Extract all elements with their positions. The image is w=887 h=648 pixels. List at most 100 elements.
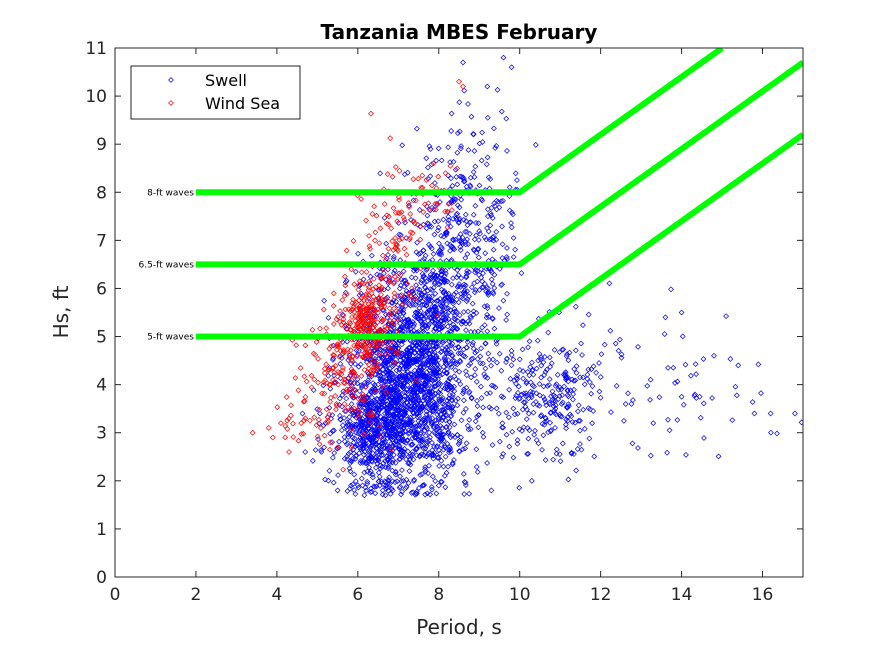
swell-point xyxy=(701,435,707,441)
swell-point xyxy=(437,199,443,205)
swell-point xyxy=(433,372,440,379)
swell-point xyxy=(355,425,362,432)
wind-sea-point xyxy=(372,322,379,329)
wind-sea-point xyxy=(333,406,339,413)
swell-point xyxy=(578,340,584,347)
wind-sea-point xyxy=(372,229,379,236)
swell-point xyxy=(344,488,351,495)
wind-sea-point xyxy=(355,282,362,289)
swell-point xyxy=(395,422,402,429)
swell-point xyxy=(484,114,491,121)
swell-point xyxy=(580,322,586,329)
swell-point xyxy=(442,453,449,460)
swell-point xyxy=(483,161,490,168)
swell-point xyxy=(572,347,579,354)
swell-point xyxy=(688,372,694,379)
swell-point xyxy=(448,243,455,250)
wind-sea-point xyxy=(386,278,392,284)
swell-point xyxy=(398,423,404,430)
wind-sea-point xyxy=(306,417,313,424)
swell-point xyxy=(431,231,438,238)
swell-point xyxy=(403,407,410,413)
swell-point xyxy=(397,338,404,344)
wind-sea-point xyxy=(385,343,392,350)
swell-point xyxy=(384,457,391,463)
swell-point xyxy=(526,338,533,345)
swell-point xyxy=(419,298,426,305)
swell-point xyxy=(475,245,482,252)
swell-point xyxy=(409,435,416,442)
swell-point xyxy=(512,246,519,253)
wind-sea-point xyxy=(370,275,377,282)
swell-point xyxy=(409,449,416,455)
wind-sea-point xyxy=(388,445,395,452)
wind-sea-point xyxy=(372,345,379,351)
swell-point xyxy=(445,429,452,436)
swell-point xyxy=(490,289,496,296)
swell-point xyxy=(437,278,444,285)
swell-point xyxy=(439,345,445,351)
wind-sea-point xyxy=(353,299,359,306)
swell-point xyxy=(644,382,651,389)
y-tick-label: 8 xyxy=(96,183,107,203)
wind-sea-point xyxy=(323,406,330,413)
swell-point xyxy=(456,238,463,245)
swell-point xyxy=(454,130,461,136)
swell-point xyxy=(364,412,370,419)
swell-point xyxy=(325,314,332,321)
wind-sea-point xyxy=(351,301,358,308)
swell-point xyxy=(394,302,401,309)
wind-sea-point xyxy=(293,342,300,349)
swell-point xyxy=(485,213,491,220)
swell-point xyxy=(451,373,458,380)
swell-point xyxy=(467,183,474,190)
swell-point xyxy=(435,357,442,363)
wind-sea-point xyxy=(389,238,396,245)
swell-point xyxy=(377,377,384,384)
swell-point xyxy=(400,430,406,436)
axes-box xyxy=(114,47,804,578)
wind-sea-point xyxy=(372,343,379,350)
wind-sea-point xyxy=(363,291,369,298)
swell-point xyxy=(440,446,447,453)
swell-point xyxy=(440,414,447,421)
swell-point xyxy=(530,409,537,416)
swell-point xyxy=(414,435,421,442)
legend-marker xyxy=(168,77,174,83)
swell-point xyxy=(400,419,407,426)
swell-point xyxy=(522,393,529,399)
swell-point xyxy=(468,356,475,363)
swell-point xyxy=(480,433,487,440)
swell-point xyxy=(460,446,466,453)
swell-point xyxy=(422,432,429,439)
swell-point xyxy=(364,478,371,485)
swell-point xyxy=(552,405,559,412)
swell-point xyxy=(543,366,550,373)
wind-sea-point xyxy=(434,200,441,207)
swell-point xyxy=(510,235,517,241)
wind-sea-point xyxy=(349,314,355,320)
swell-point xyxy=(531,383,537,390)
swell-point xyxy=(395,220,402,226)
swell-point xyxy=(448,384,455,391)
swell-point xyxy=(400,310,407,317)
swell-point xyxy=(419,320,426,327)
swell-point xyxy=(429,473,436,480)
swell-point xyxy=(309,457,316,464)
swell-point xyxy=(472,349,479,356)
wind-sea-point xyxy=(385,213,392,220)
wind-sea-point xyxy=(404,280,411,287)
swell-point xyxy=(379,398,386,405)
swell-point xyxy=(450,215,456,222)
wind-sea-point xyxy=(391,359,398,366)
y-tick-label: 6 xyxy=(96,279,107,299)
swell-point xyxy=(650,420,657,427)
swell-point xyxy=(491,200,498,207)
swell-point xyxy=(564,387,571,393)
swell-point xyxy=(373,445,380,452)
swell-point xyxy=(325,373,332,379)
swell-point xyxy=(361,469,368,476)
swell-point xyxy=(395,361,401,368)
swell-point xyxy=(481,322,488,329)
swell-point xyxy=(679,333,686,340)
